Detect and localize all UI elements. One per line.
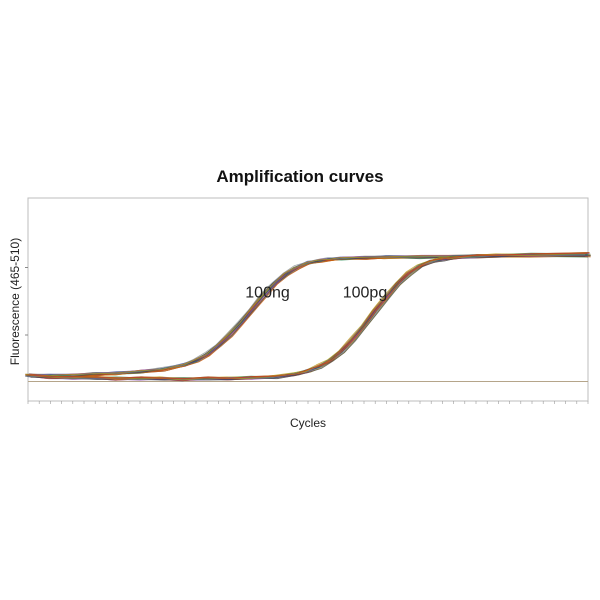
series-100pg — [25, 252, 591, 382]
curve-trace — [27, 253, 588, 379]
curve-trace — [30, 255, 591, 377]
curve-trace — [28, 252, 589, 379]
curve-trace — [27, 254, 589, 376]
curve-trace — [26, 252, 587, 380]
curve-trace — [27, 255, 588, 377]
curve-trace — [29, 254, 590, 381]
x-axis-ticks — [27, 401, 589, 404]
curve-trace — [30, 253, 591, 376]
curve-trace — [25, 255, 586, 377]
curve-trace — [26, 253, 587, 381]
curve-trace — [30, 253, 591, 379]
curve-trace — [27, 254, 589, 380]
curve-trace — [27, 256, 589, 378]
curve-trace — [30, 254, 591, 381]
curve-trace — [26, 255, 587, 378]
curve-trace — [26, 254, 587, 382]
curves-layer — [25, 252, 591, 382]
curve-trace — [25, 254, 586, 381]
curve-trace — [27, 254, 588, 376]
curve-trace — [27, 254, 589, 377]
series-100ng — [25, 253, 591, 378]
curve-trace — [26, 255, 587, 377]
curve-trace — [25, 254, 586, 376]
curve-trace — [28, 255, 589, 377]
curve-trace — [27, 254, 588, 381]
curve-trace — [27, 254, 588, 377]
labels-layer: 100ng 100pg Cycles Fluorescence (465-510) — [8, 238, 387, 430]
curve-trace — [28, 254, 589, 376]
curve-trace — [29, 252, 590, 379]
curve-trace — [26, 254, 587, 377]
curve-trace — [28, 253, 589, 376]
x-axis-label: Cycles — [290, 416, 326, 430]
chart-title: Amplification curves — [216, 167, 384, 186]
annotation-100pg: 100pg — [343, 285, 388, 302]
curve-trace — [25, 252, 586, 380]
curve-trace — [25, 254, 586, 382]
y-axis-label: Fluorescence (465-510) — [8, 238, 22, 365]
curve-trace — [25, 255, 586, 378]
curve-trace — [28, 252, 589, 380]
curve-trace — [29, 255, 590, 378]
curve-trace — [27, 252, 589, 380]
curve-trace — [25, 254, 586, 377]
curve-trace — [27, 253, 588, 376]
curve-trace — [26, 254, 587, 381]
curve-trace — [26, 254, 587, 376]
curve-trace — [28, 253, 589, 381]
curve-trace — [27, 254, 589, 381]
curve-trace — [29, 254, 590, 377]
curve-trace — [29, 253, 590, 380]
curve-trace — [30, 255, 591, 378]
annotation-100ng: 100ng — [245, 285, 290, 302]
curve-trace — [29, 253, 590, 376]
curve-trace — [25, 253, 586, 381]
curve-trace — [27, 254, 588, 380]
curve-trace — [27, 252, 588, 379]
curve-trace — [30, 254, 591, 381]
